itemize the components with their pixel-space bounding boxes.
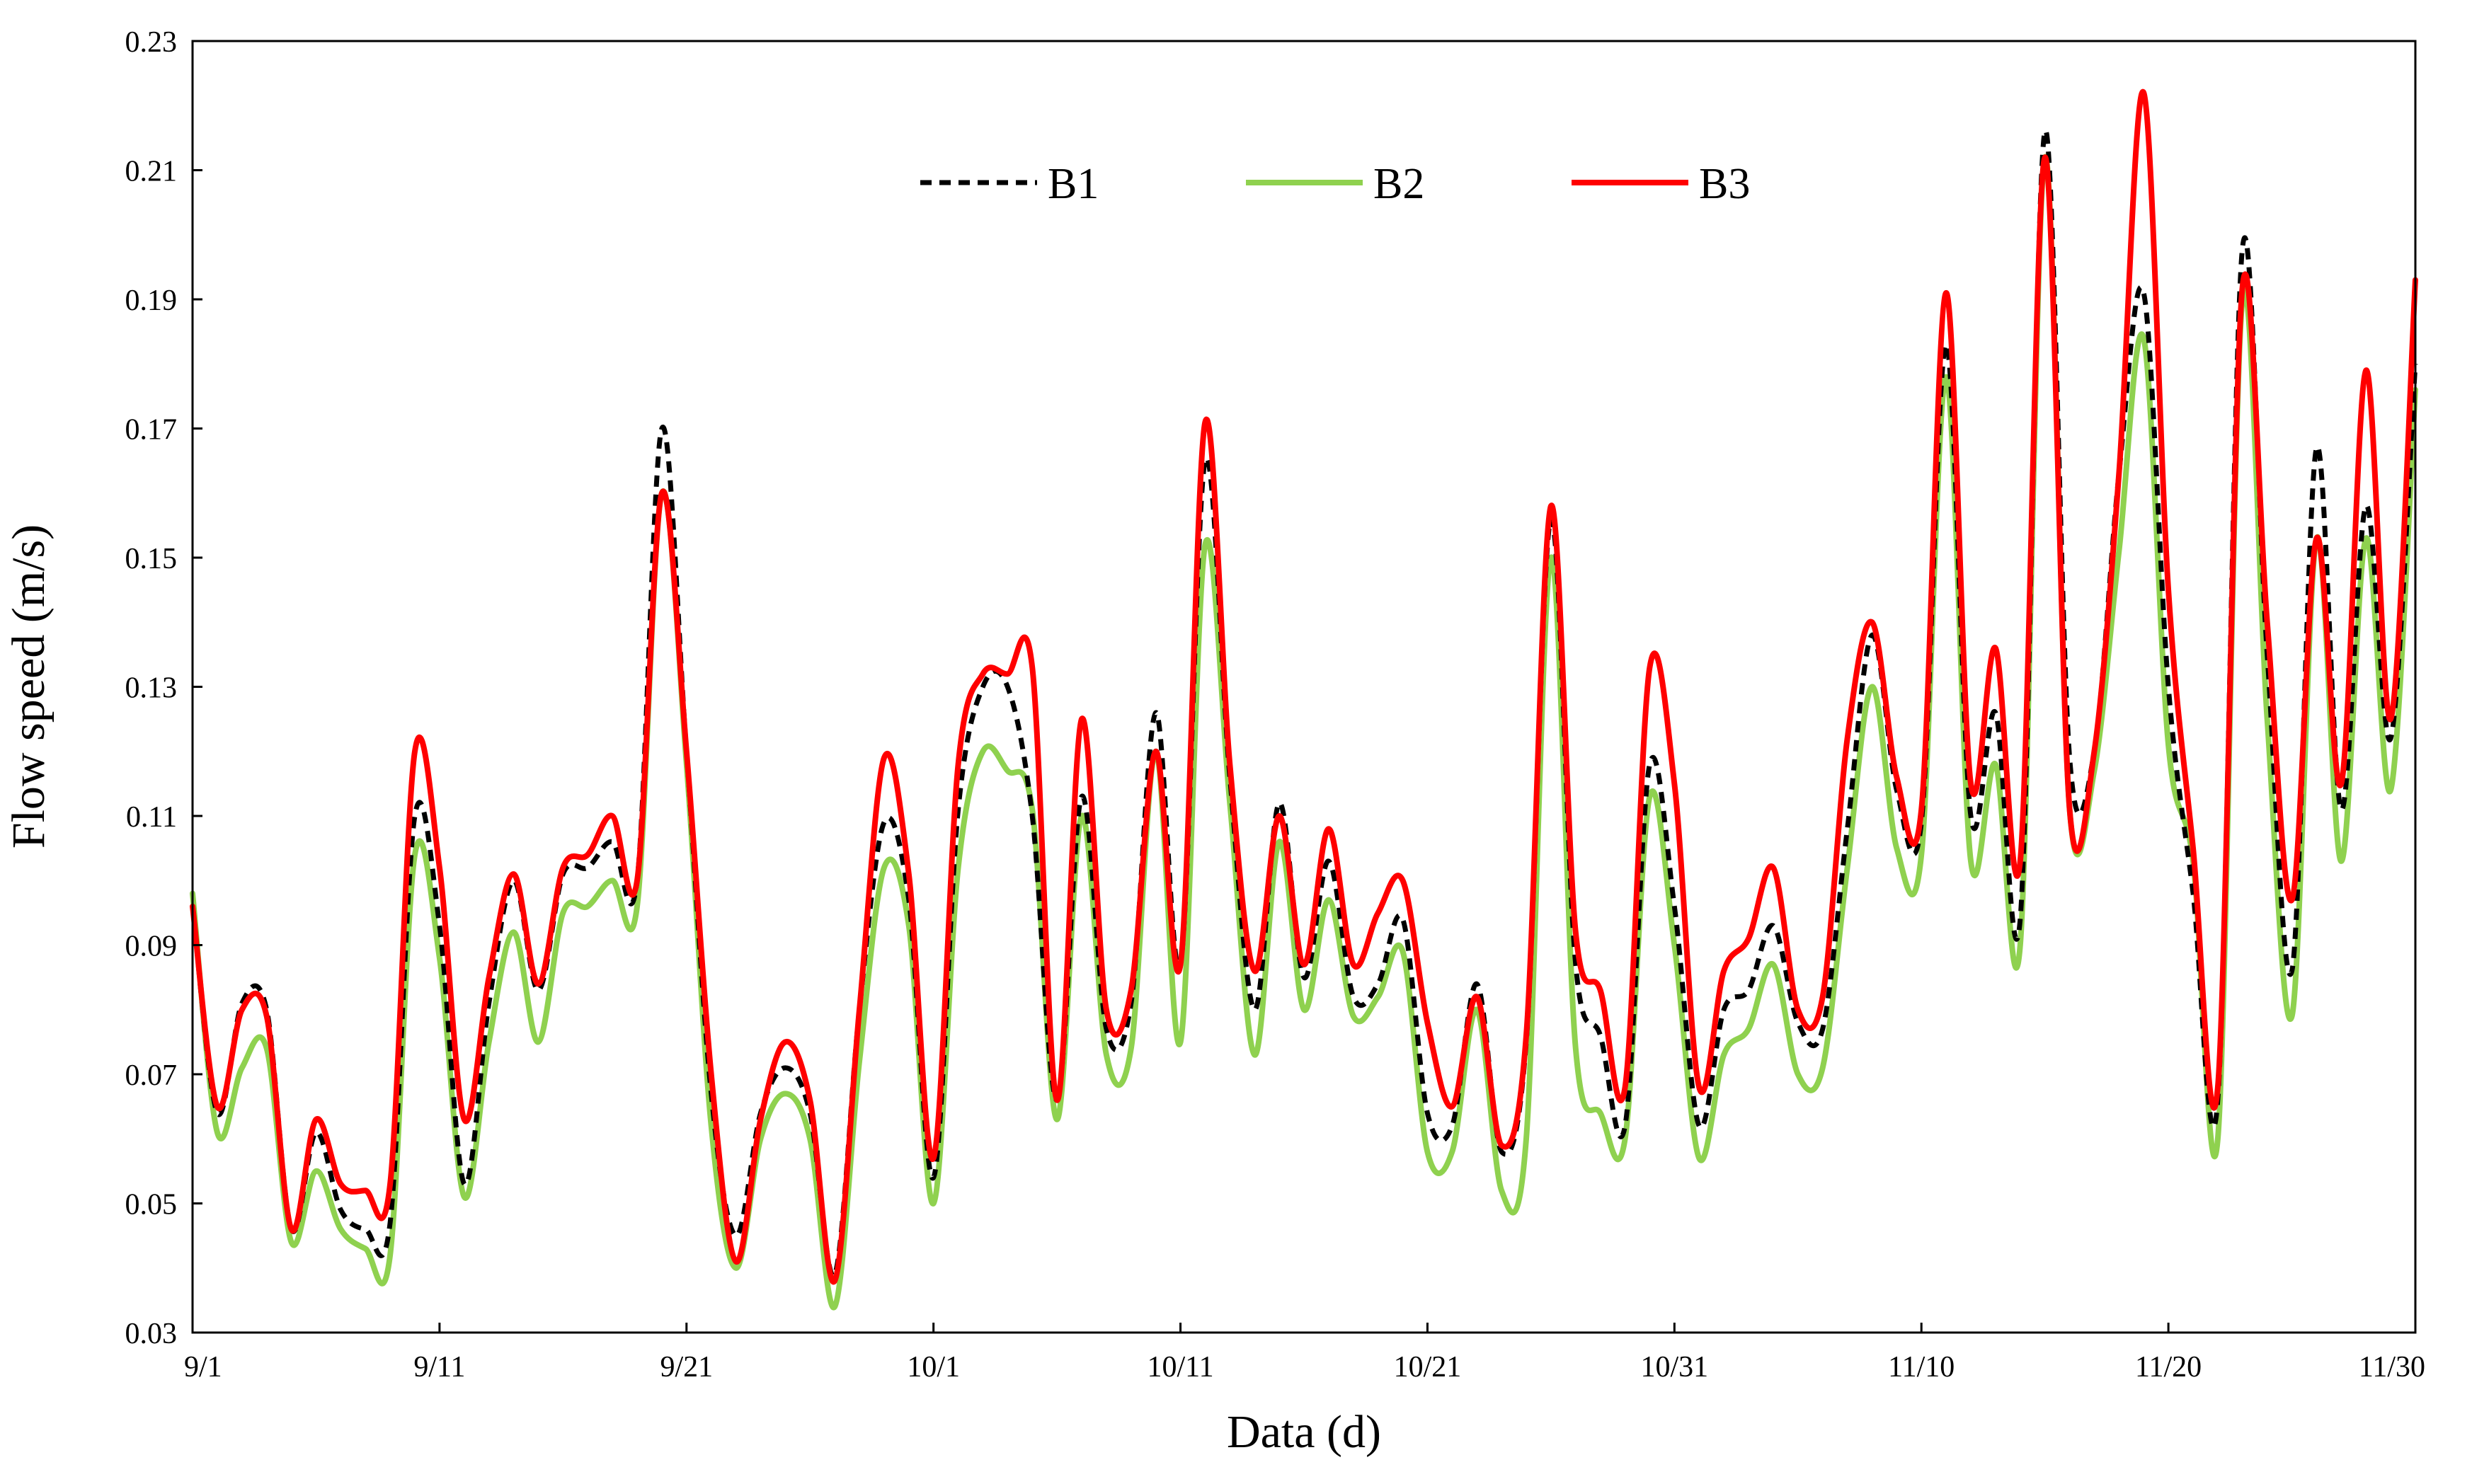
series-line-b2 xyxy=(190,154,2418,1311)
x-axis-title: Data (d) xyxy=(1227,1406,1381,1458)
y-tick-label: 0.19 xyxy=(125,284,178,317)
x-tick-label: 10/1 xyxy=(907,1351,960,1384)
x-tick-label: 11/30 xyxy=(2359,1351,2425,1384)
y-tick-label: 0.09 xyxy=(125,931,178,963)
y-tick-label: 0.15 xyxy=(125,543,178,575)
x-tick-label: 10/21 xyxy=(1394,1351,1462,1384)
x-tick-label: 10/11 xyxy=(1147,1351,1213,1384)
y-tick-label: 0.03 xyxy=(125,1318,178,1350)
y-tick-label: 0.11 xyxy=(126,801,177,834)
y-tick-label: 0.05 xyxy=(125,1189,178,1221)
x-tick-label: 9/1 xyxy=(184,1351,222,1384)
x-tick-label: 9/21 xyxy=(660,1351,713,1384)
x-tick-label: 9/11 xyxy=(413,1351,465,1384)
legend-label-b2: B2 xyxy=(1373,160,1424,208)
y-tick-label: 0.07 xyxy=(125,1059,178,1092)
y-tick-label: 0.17 xyxy=(125,414,178,447)
plot-area-frame xyxy=(191,40,2417,1334)
legend-label-b1: B1 xyxy=(1048,160,1099,208)
x-tick-label: 11/10 xyxy=(1888,1351,1955,1384)
y-tick-label: 0.21 xyxy=(125,156,178,188)
legend: B1 B2 B3 xyxy=(920,160,1750,208)
series-line-b3 xyxy=(190,88,2418,1285)
series-line-b1 xyxy=(190,128,2418,1279)
x-tick-label: 11/20 xyxy=(2135,1351,2202,1384)
y-tick-label: 0.23 xyxy=(125,26,178,59)
y-tick-label: 0.13 xyxy=(125,672,178,705)
x-tick-label: 10/31 xyxy=(1640,1351,1708,1384)
ticks-layer: 0.03 0.05 0.07 0.09 0.11 0.13 0.15 0.17 0.19 0.21… xyxy=(125,26,2426,1384)
series-layer xyxy=(190,88,2418,1311)
y-axis-title: Flow speed (m/s) xyxy=(3,524,55,849)
legend-label-b3: B3 xyxy=(1699,160,1750,208)
